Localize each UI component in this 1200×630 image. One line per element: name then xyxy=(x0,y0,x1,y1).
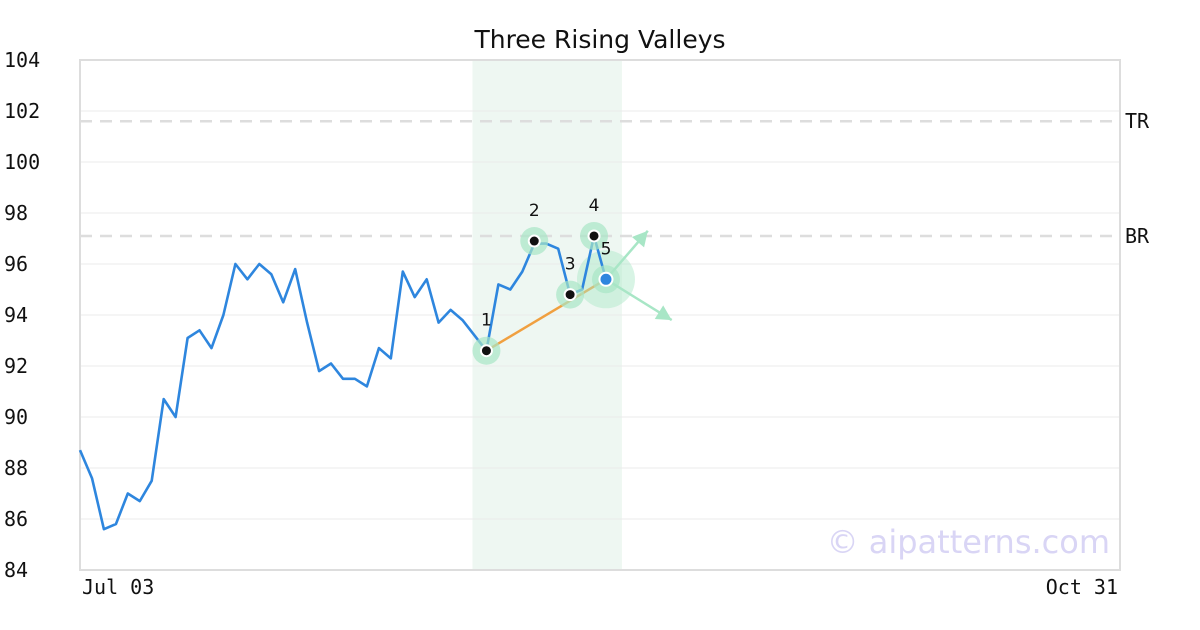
y-tick-label: 104 xyxy=(4,48,40,72)
y-tick-label: 94 xyxy=(4,303,28,327)
pattern-point-label: 3 xyxy=(565,255,576,275)
pattern-point-label: 5 xyxy=(601,239,612,259)
pattern-point-label: 1 xyxy=(481,311,492,331)
pattern-trendline xyxy=(485,278,607,352)
x-tick-label-end: Oct 31 xyxy=(1046,575,1118,599)
y-tick-label: 92 xyxy=(4,354,28,378)
y-tick-label: 102 xyxy=(4,99,40,123)
y-tick-label: 90 xyxy=(4,405,28,429)
y-axis-ticks: 84 86 88 90 92 94 96 98 100 102 104 xyxy=(4,48,40,582)
projection-arrowhead-down xyxy=(654,305,672,321)
pattern-point-3 xyxy=(563,288,577,302)
y-tick-label: 88 xyxy=(4,456,28,480)
pattern-point-5 xyxy=(598,271,614,287)
pattern-point-1 xyxy=(479,344,493,358)
plot-frame xyxy=(79,59,1121,571)
projection-arrowhead-up xyxy=(631,230,648,248)
reference-line-label: BR xyxy=(1125,224,1150,248)
y-tick-label: 98 xyxy=(4,201,28,225)
y-tick-label: 84 xyxy=(4,558,28,582)
pattern-point-label: 4 xyxy=(589,196,600,216)
pattern-point-label: 2 xyxy=(529,201,540,221)
y-tick-label: 86 xyxy=(4,507,28,531)
y-tick-label: 100 xyxy=(4,150,40,174)
pattern-point-4 xyxy=(587,229,601,243)
y-tick-label: 96 xyxy=(4,252,28,276)
series-line xyxy=(78,234,608,531)
trendline xyxy=(485,278,607,352)
pattern-point-2 xyxy=(527,234,541,248)
reference-line-label: TR xyxy=(1125,109,1150,133)
grid xyxy=(80,110,1120,520)
x-tick-label-start: Jul 03 xyxy=(82,575,154,599)
chart-title: Three Rising Valleys xyxy=(473,25,725,54)
pattern-markers: 1 2 3 4 5 xyxy=(472,196,620,365)
watermark: © aipatterns.com xyxy=(827,523,1110,561)
